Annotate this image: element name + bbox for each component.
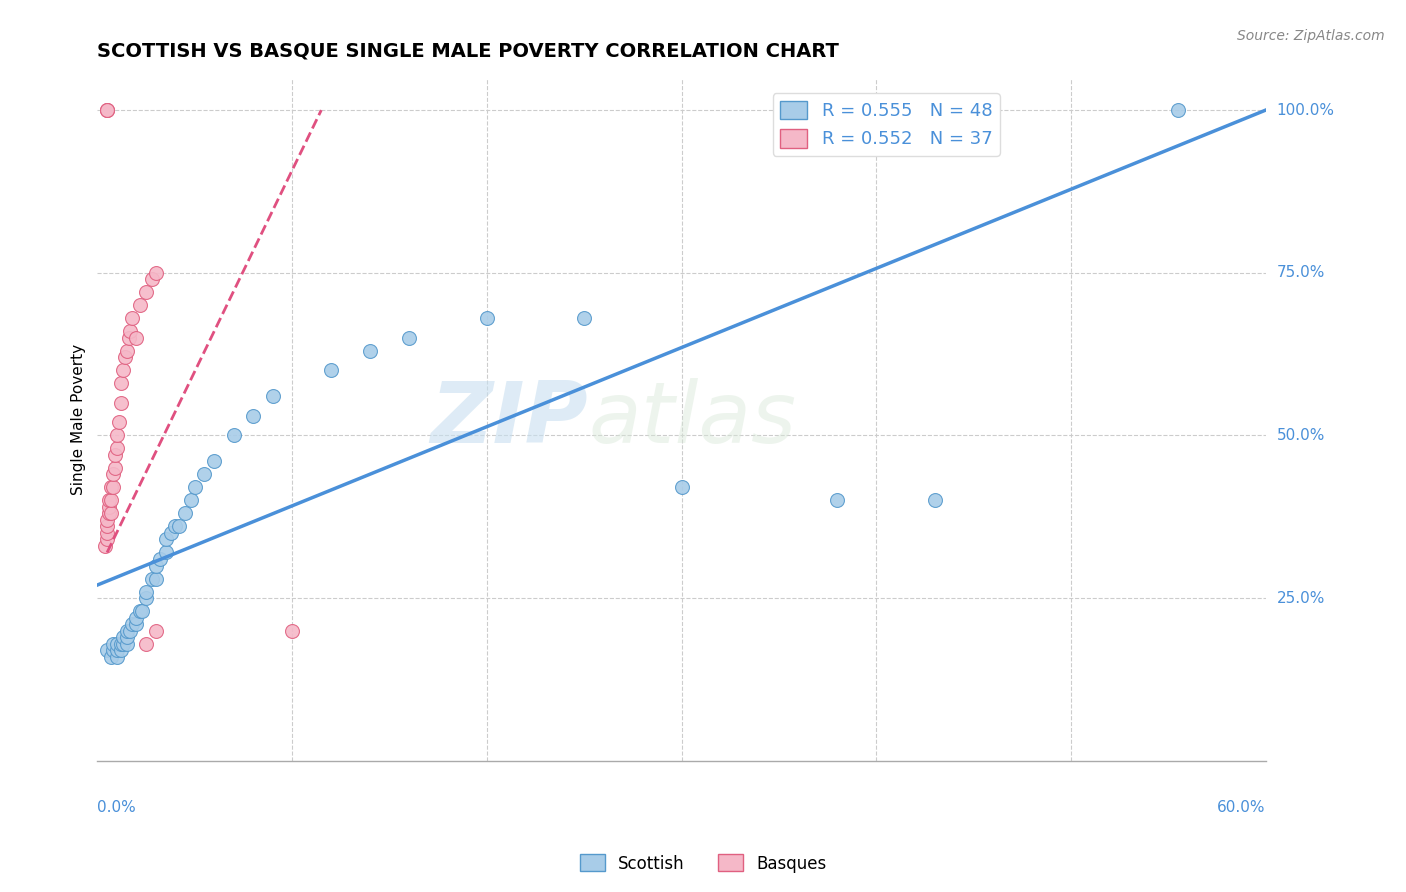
Y-axis label: Single Male Poverty: Single Male Poverty (72, 343, 86, 495)
Point (135, 591, 157, 605)
Point (135, 584, 157, 599)
Point (105, 428, 128, 442)
Point (165, 519, 187, 533)
Point (100, 507, 122, 521)
Point (105, 636, 128, 650)
Point (121, 311, 143, 326)
Point (141, 272, 163, 286)
Text: ZIP: ZIP (430, 377, 588, 460)
Point (174, 507, 197, 521)
Point (115, 636, 138, 650)
Point (100, 480, 122, 494)
Point (359, 343, 381, 358)
Text: 25.0%: 25.0% (1277, 591, 1324, 606)
Point (98, 493, 121, 508)
Point (222, 428, 245, 442)
Text: 100.0%: 100.0% (1277, 103, 1334, 118)
Point (145, 266, 167, 280)
Legend: Scottish, Basques: Scottish, Basques (572, 847, 834, 880)
Legend: R = 0.555   N = 48, R = 0.552   N = 37: R = 0.555 N = 48, R = 0.552 N = 37 (773, 94, 1000, 155)
Point (96, 103, 118, 117)
Point (96, 519, 118, 533)
Point (107, 416, 129, 430)
Point (135, 636, 157, 650)
Point (110, 643, 132, 657)
Point (671, 480, 693, 494)
Point (101, 467, 124, 482)
Point (262, 389, 284, 403)
Point (110, 376, 132, 391)
Point (120, 624, 142, 638)
Point (398, 331, 420, 345)
Point (180, 493, 202, 508)
Point (572, 311, 595, 326)
Point (101, 643, 124, 657)
Point (121, 617, 143, 632)
Text: 75.0%: 75.0% (1277, 265, 1324, 280)
Point (96, 533, 118, 547)
Point (100, 649, 122, 664)
Point (145, 624, 167, 638)
Point (827, 493, 849, 508)
Point (94, 539, 117, 553)
Point (96, 103, 118, 117)
Point (155, 533, 177, 547)
Text: Source: ZipAtlas.com: Source: ZipAtlas.com (1237, 29, 1385, 43)
Point (104, 461, 127, 475)
Point (101, 636, 124, 650)
Point (149, 552, 172, 566)
Point (105, 643, 128, 657)
Point (202, 454, 225, 468)
Point (111, 630, 134, 644)
Point (125, 331, 148, 345)
Point (145, 572, 167, 586)
Point (135, 285, 157, 300)
Point (129, 604, 152, 618)
Point (101, 480, 124, 494)
Point (167, 519, 190, 533)
Point (125, 617, 148, 632)
Point (115, 630, 138, 644)
Point (1167, 103, 1189, 117)
Point (110, 636, 132, 650)
Point (125, 610, 148, 624)
Point (96, 103, 118, 117)
Point (242, 409, 264, 423)
Point (475, 311, 498, 326)
Text: 60.0%: 60.0% (1218, 799, 1265, 814)
Point (104, 448, 127, 462)
Point (281, 624, 304, 638)
Point (145, 558, 167, 573)
Point (117, 331, 139, 345)
Point (160, 526, 183, 541)
Point (111, 636, 134, 650)
Text: SCOTTISH VS BASQUE SINGLE MALE POVERTY CORRELATION CHART: SCOTTISH VS BASQUE SINGLE MALE POVERTY C… (97, 42, 839, 61)
Point (100, 493, 122, 508)
Point (120, 324, 142, 338)
Point (155, 545, 177, 559)
Point (924, 493, 946, 508)
Text: atlas: atlas (588, 377, 796, 460)
Text: 50.0%: 50.0% (1277, 428, 1324, 443)
Point (105, 649, 128, 664)
Point (193, 467, 215, 482)
Point (114, 351, 136, 365)
Point (115, 343, 138, 358)
Point (96, 643, 118, 657)
Point (98, 507, 121, 521)
Point (96, 513, 118, 527)
Point (110, 396, 132, 410)
Point (111, 363, 134, 377)
Point (183, 480, 205, 494)
Point (141, 572, 163, 586)
Point (131, 604, 153, 618)
Point (129, 298, 152, 312)
Point (319, 363, 342, 377)
Point (105, 442, 128, 456)
Point (115, 624, 138, 638)
Point (96, 526, 118, 541)
Text: 0.0%: 0.0% (97, 799, 136, 814)
Point (98, 500, 121, 514)
